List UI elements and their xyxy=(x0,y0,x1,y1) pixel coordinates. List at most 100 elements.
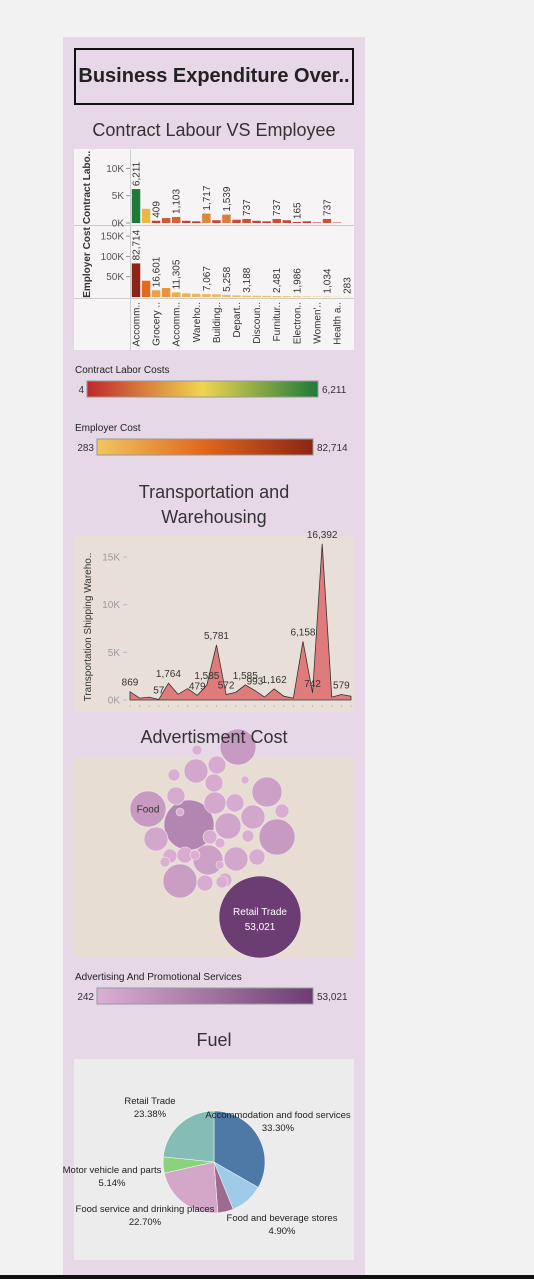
legend-title: Advertising And Promotional Services xyxy=(75,972,242,983)
value-label: 5,258 xyxy=(222,266,233,291)
bubble xyxy=(241,829,255,843)
bar xyxy=(172,216,181,223)
bar xyxy=(212,220,221,223)
value-label: 11,305 xyxy=(172,259,183,289)
bar xyxy=(161,288,171,297)
bubble xyxy=(183,758,209,784)
x-tick-label: Wareho.. xyxy=(192,302,203,342)
value-label: 1,717 xyxy=(202,185,213,210)
x-tick-label: Discoun.. xyxy=(252,302,263,344)
x-tick-label: Accomm.. xyxy=(132,302,143,346)
bubble-label: Retail Trade xyxy=(233,907,287,918)
bubble xyxy=(251,776,283,808)
bubble-label: Food xyxy=(137,805,160,816)
pie-slice xyxy=(163,1161,219,1214)
y-axis-title: Transportation Shipping Wareho.. xyxy=(83,553,94,702)
y-tick-label: 10K xyxy=(106,164,124,175)
value-label: 572 xyxy=(218,681,235,692)
bar xyxy=(192,221,201,223)
legend-title: Contract Labor Costs xyxy=(75,365,170,376)
bar xyxy=(312,222,322,223)
bubble xyxy=(214,837,226,849)
bar xyxy=(272,218,281,223)
value-label: 1,103 xyxy=(172,189,183,214)
bar xyxy=(151,290,161,297)
bubble-value: 53,021 xyxy=(245,922,276,933)
x-tick-label: Grocery .. xyxy=(152,302,163,346)
x-tick-label: Furnitur.. xyxy=(272,302,283,341)
pie-value: 23.38% xyxy=(134,1109,167,1120)
bubble xyxy=(223,846,249,872)
legend-gradient xyxy=(96,438,314,456)
bar xyxy=(141,208,151,223)
value-label: 7,067 xyxy=(202,266,213,291)
bubble xyxy=(215,875,229,889)
bar xyxy=(161,218,171,223)
value-label: 5,781 xyxy=(204,631,229,642)
bubble xyxy=(225,793,245,813)
bar xyxy=(292,296,302,297)
bar xyxy=(172,292,181,297)
x-tick-label: Building.. xyxy=(212,302,223,343)
bubble xyxy=(207,755,227,775)
value-label: 1,034 xyxy=(322,268,333,293)
value-label: 6,211 xyxy=(132,161,143,186)
bubble xyxy=(191,744,203,756)
value-label: 1,986 xyxy=(292,268,303,293)
x-tick-label: Depart.. xyxy=(232,302,243,338)
bubble xyxy=(143,826,169,852)
bubble xyxy=(189,849,201,861)
bar-panel xyxy=(74,149,354,350)
value-label: 737 xyxy=(242,199,253,216)
area xyxy=(129,543,352,701)
value-label: 579 xyxy=(333,680,350,691)
legend-max: 82,714 xyxy=(317,443,348,454)
bottom-bar xyxy=(0,1275,534,1279)
value-label: 2,481 xyxy=(272,268,283,293)
pie-slice xyxy=(213,1110,266,1188)
bar xyxy=(282,296,291,297)
pie-label: Food and beverage stores xyxy=(227,1213,338,1224)
x-tick-label: Electron.. xyxy=(292,302,303,344)
bar xyxy=(242,295,251,297)
value-label: 6,158 xyxy=(290,627,315,638)
bar xyxy=(212,294,221,297)
value-label: 283 xyxy=(343,277,354,294)
legend-gradient xyxy=(96,987,314,1005)
bubble xyxy=(214,812,242,840)
bubble xyxy=(167,768,181,782)
y-tick-label: 15K xyxy=(102,553,120,564)
pie-slice xyxy=(162,1110,215,1163)
bubble xyxy=(204,773,224,793)
bar xyxy=(242,218,251,223)
bubble xyxy=(129,790,167,828)
value-label: 737 xyxy=(322,199,333,216)
bubble xyxy=(219,728,257,766)
y-tick-label: 0K xyxy=(108,696,121,707)
bar xyxy=(182,220,191,223)
pie-value: 4.90% xyxy=(269,1226,296,1237)
bubble xyxy=(258,818,296,856)
bar xyxy=(272,295,281,297)
bubble xyxy=(215,860,225,870)
section-title: Contract Labour VS Employee xyxy=(92,120,336,140)
x-tick-label: Accomm.. xyxy=(172,302,183,346)
x-tick-label: Women'.. xyxy=(312,302,323,344)
y-tick-label: 5K xyxy=(112,191,125,202)
bar xyxy=(302,296,312,297)
bar xyxy=(202,294,211,297)
y-axis-title: Contract Labo.. xyxy=(82,151,93,225)
section-title: Fuel xyxy=(196,1030,232,1050)
value-label: 409 xyxy=(152,201,163,218)
legend-min: 4 xyxy=(78,385,84,396)
bar xyxy=(292,222,302,223)
value-label: 165 xyxy=(292,202,303,219)
bar xyxy=(232,219,241,223)
dashboard-title: Business Expenditure Over.. xyxy=(74,48,354,105)
value-label: 82,714 xyxy=(132,229,143,260)
bar xyxy=(131,263,141,297)
section-title: Advertisment Cost xyxy=(140,727,288,747)
value-label: 57 xyxy=(153,685,165,696)
section-title: Transportation and Warehousing xyxy=(138,482,290,527)
